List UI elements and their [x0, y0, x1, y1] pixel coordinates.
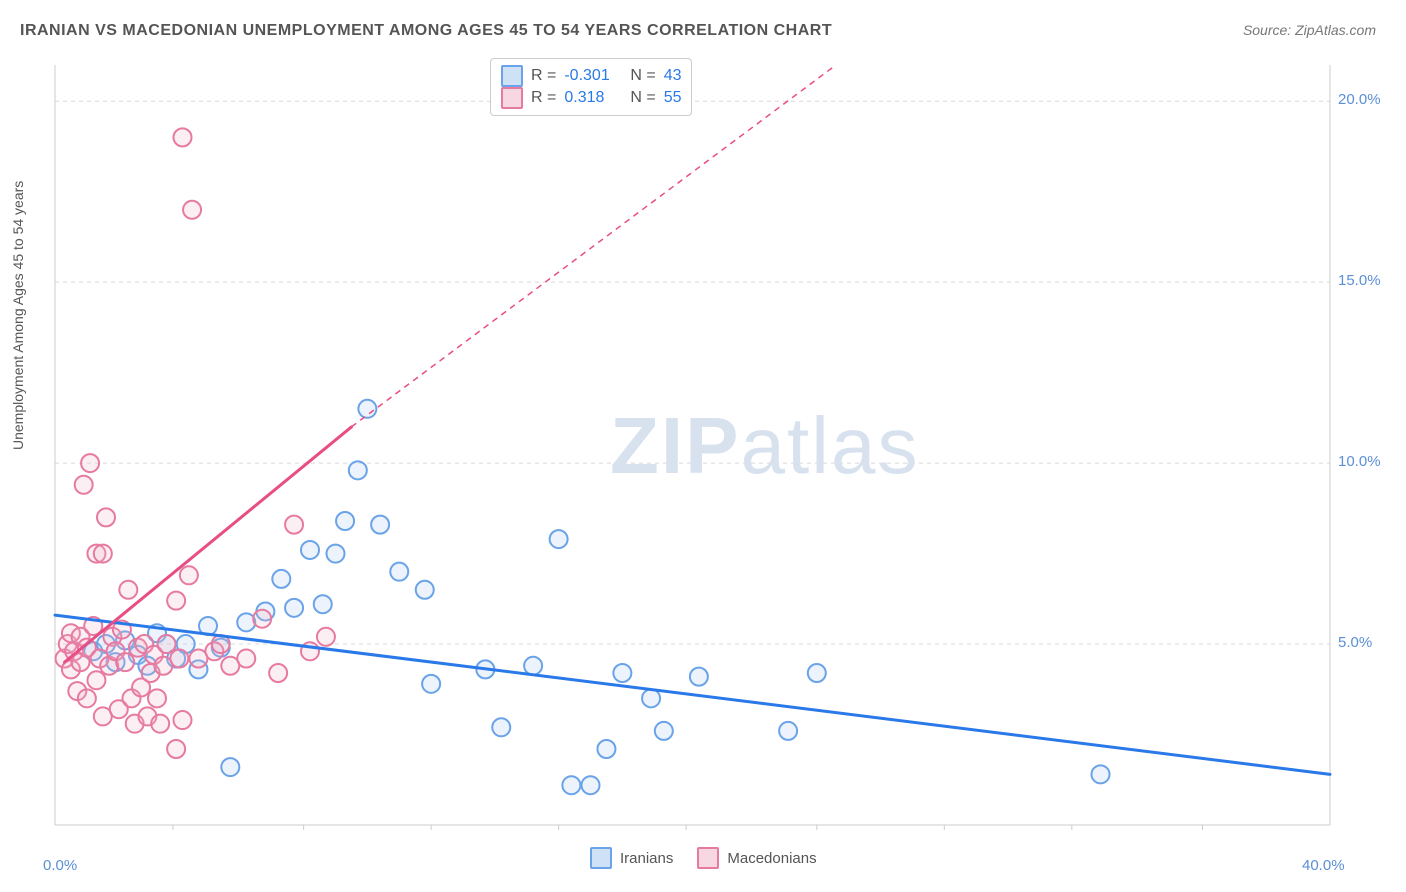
r-label: R = — [531, 65, 556, 87]
r-label: R = — [531, 87, 556, 109]
swatch-icon — [697, 847, 719, 869]
axis-tick-label: 10.0% — [1338, 453, 1381, 470]
legend-row-iranians: R = -0.301 N = 43 — [501, 65, 681, 87]
y-axis-label: Unemployment Among Ages 45 to 54 years — [10, 181, 26, 450]
chart-title: IRANIAN VS MACEDONIAN UNEMPLOYMENT AMONG… — [20, 22, 832, 40]
axis-tick-label: 40.0% — [1302, 857, 1345, 874]
source-attribution: Source: ZipAtlas.com — [1243, 22, 1376, 38]
legend-item: Iranians — [590, 847, 673, 869]
legend-label: Macedonians — [727, 850, 816, 867]
n-value: 55 — [664, 87, 682, 109]
r-value: 0.318 — [564, 87, 622, 109]
n-value: 43 — [664, 65, 682, 87]
legend-row-macedonians: R = 0.318 N = 55 — [501, 87, 681, 109]
swatch-icon — [590, 847, 612, 869]
swatch-iranians — [501, 65, 523, 87]
axis-tick-label: 0.0% — [43, 857, 77, 874]
legend-item: Macedonians — [697, 847, 816, 869]
axis-tick-label: 5.0% — [1338, 634, 1372, 651]
scatter-plot-svg — [50, 55, 1340, 830]
n-label: N = — [630, 87, 655, 109]
correlation-legend: R = -0.301 N = 43 R = 0.318 N = 55 — [490, 58, 692, 116]
series-legend: Iranians Macedonians — [590, 847, 817, 869]
r-value: -0.301 — [564, 65, 622, 87]
axis-tick-label: 15.0% — [1338, 272, 1381, 289]
n-label: N = — [630, 65, 655, 87]
swatch-macedonians — [501, 87, 523, 109]
legend-label: Iranians — [620, 850, 673, 867]
source-label: Source: — [1243, 22, 1291, 38]
source-name: ZipAtlas.com — [1295, 22, 1376, 38]
chart-plot-area: ZIPatlas R = -0.301 N = 43 R = 0.318 N =… — [50, 55, 1340, 830]
axis-tick-label: 20.0% — [1338, 91, 1381, 108]
